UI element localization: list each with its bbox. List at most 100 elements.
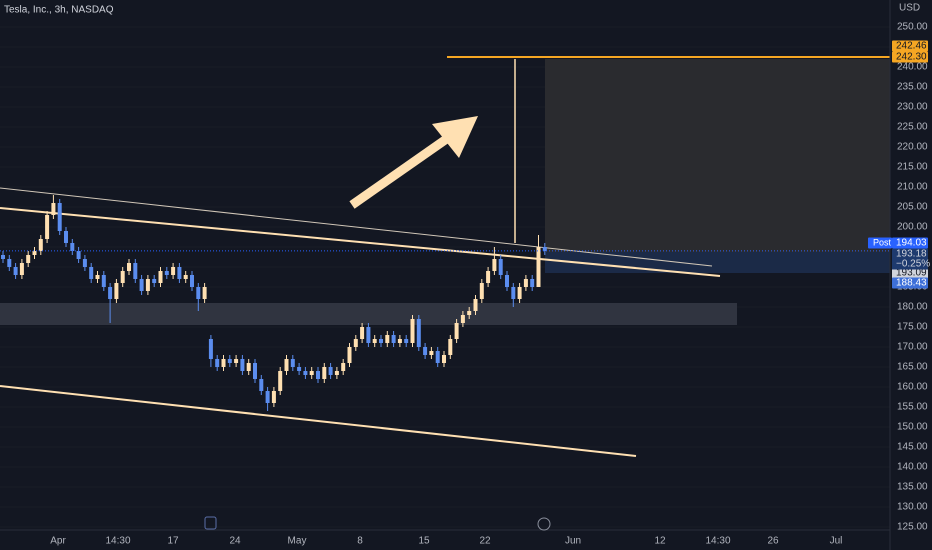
target-zone: [545, 59, 890, 252]
candle-body: [278, 371, 283, 391]
x-tick-label: Apr: [50, 536, 66, 547]
candle-body: [38, 239, 43, 251]
candle-body: [82, 259, 87, 267]
candle-body: [341, 363, 346, 371]
candle-body: [334, 371, 339, 375]
candle-body: [511, 287, 516, 299]
icon[interactable]: [204, 516, 217, 530]
candle-body: [309, 371, 314, 375]
y-tick-label: 130.00: [897, 502, 928, 513]
candle-body: [505, 275, 509, 287]
candle-body: [246, 363, 251, 371]
candle-body: [435, 351, 440, 363]
y-tick-label: 220.00: [897, 142, 928, 153]
x-tick-label: May: [288, 536, 307, 547]
candle-body: [271, 391, 276, 403]
y-tick-label: 135.00: [897, 482, 928, 493]
candle-body: [177, 267, 182, 279]
candle-body: [152, 279, 157, 283]
candle-body: [379, 339, 383, 343]
candle-body: [423, 347, 428, 355]
candle-body: [190, 275, 194, 287]
candle-body: [127, 263, 131, 271]
candle-body: [76, 251, 81, 259]
y-tick-label: 205.00: [897, 202, 928, 213]
candle-body: [322, 367, 327, 379]
x-tick-label: 14:30: [105, 536, 130, 547]
candle-body: [366, 327, 371, 343]
y-tick-label: 165.00: [897, 362, 928, 373]
candle-body: [120, 271, 125, 283]
icon[interactable]: [537, 517, 551, 531]
candle-body: [479, 283, 484, 299]
candle-body: [145, 279, 150, 291]
candle-body: [385, 335, 390, 343]
candle-body: [208, 339, 213, 359]
candle-body: [536, 247, 541, 287]
candle-body: [196, 287, 201, 299]
y-tick-label: 215.00: [897, 162, 928, 173]
x-tick-label: 22: [479, 536, 491, 547]
candle-body: [316, 371, 320, 379]
candle-body: [517, 287, 522, 299]
candle-body: [7, 259, 12, 267]
x-tick-label: Jul: [830, 536, 843, 547]
candle-body: [164, 271, 169, 275]
price-label-box: [892, 40, 928, 52]
x-tick-label: 12: [654, 536, 666, 547]
candle-body: [45, 215, 50, 239]
price-label-box: [892, 277, 928, 289]
price-label: 242.46: [896, 41, 927, 52]
arrow: [349, 116, 478, 209]
y-tick-label: 125.00: [897, 522, 928, 533]
candle-body: [114, 283, 119, 299]
x-tick-label: Jun: [565, 536, 581, 547]
candle-body: [215, 359, 220, 367]
candle-body: [95, 275, 100, 279]
candle-body: [89, 267, 94, 279]
candle-body: [303, 371, 308, 375]
x-tick-label: 17: [167, 536, 179, 547]
candle-body: [360, 327, 365, 339]
candle-body: [57, 203, 62, 231]
candle-body: [70, 243, 75, 251]
candle-body: [492, 259, 497, 271]
y-tick-label: 155.00: [897, 402, 928, 413]
candle-body: [202, 287, 207, 299]
post-label: Post: [873, 237, 892, 247]
candle-body: [454, 323, 459, 339]
candle-body: [32, 251, 37, 255]
currency: USD: [899, 3, 920, 14]
y-tick-label: 175.00: [897, 322, 928, 333]
candle-body: [429, 351, 434, 355]
stop-zone: [545, 252, 890, 273]
candles: [1, 195, 547, 411]
trend-line: [0, 187, 713, 267]
candle-body: [328, 367, 333, 375]
y-tick-label: 240.00: [897, 62, 928, 73]
candle-body: [227, 359, 232, 363]
y-tick-label: 225.00: [897, 122, 928, 133]
candle-body: [486, 271, 491, 283]
candle-body: [19, 263, 24, 275]
x-tick-label: 14:30: [705, 536, 730, 547]
candle-body: [353, 339, 358, 347]
candle-body: [221, 359, 226, 367]
trend-line: [0, 385, 637, 457]
candle-body: [397, 339, 402, 343]
y-tick-label: 150.00: [897, 422, 928, 433]
candle-body: [523, 279, 528, 287]
candle-body: [404, 339, 409, 343]
y-tick-label: 145.00: [897, 442, 928, 453]
candle-body: [442, 355, 446, 363]
candle-body: [416, 319, 421, 347]
candle-body: [26, 255, 31, 263]
price-label-box: [892, 267, 928, 279]
arrow-head: [432, 116, 478, 158]
candle-body: [460, 315, 465, 323]
price-label-box: [892, 237, 928, 249]
candle-body: [498, 259, 503, 275]
candle-body: [171, 267, 176, 275]
y-tick-label: 160.00: [897, 382, 928, 393]
